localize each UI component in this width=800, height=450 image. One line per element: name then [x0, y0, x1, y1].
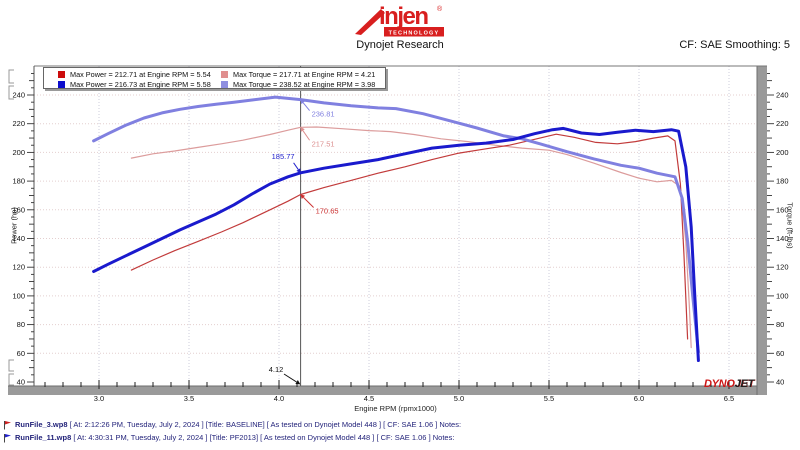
- rpm-axis-tick-label: 3.0: [94, 394, 104, 403]
- pf2013-power-curve: [92, 126, 700, 362]
- cursor-value-label: 217.51: [312, 139, 335, 148]
- power-axis-tick-label: 220: [12, 119, 25, 128]
- cursor-value-label: 185.77: [272, 152, 295, 161]
- power-axis-tick-label: 140: [12, 234, 25, 243]
- legend-label-baseline-torque: Max Torque = 217.71 at Engine RPM = 4.21: [233, 69, 376, 79]
- torque-axis-title: Torque (ft-lbs): [785, 202, 795, 249]
- cursor-value-label: 170.65: [316, 207, 339, 216]
- torque-axis-tick-label: 120: [776, 263, 789, 272]
- legend-swatch-pf2013-power: [58, 80, 65, 88]
- power-axis-tick-label: 240: [12, 91, 25, 100]
- power-axis-tick-label: 100: [12, 291, 25, 300]
- legend-label-baseline-power: Max Power = 212.71 at Engine RPM = 5.54: [70, 69, 211, 79]
- axis-ticks: 40 40 60 60 80 80 100 100 120 120 140 140 160 160 180 1…: [12, 73, 789, 403]
- power-axis-tick-label: 80: [17, 320, 25, 329]
- rpm-axis-tick-label: 4.5: [364, 394, 374, 403]
- run-info-list: RunFile_3.wp8 [ At: 2:12:26 PM, Tuesday,…: [3, 418, 797, 444]
- plot-frame: [8, 65, 767, 395]
- baseline-torque-curve: [130, 126, 692, 349]
- logo-sub-text: TECHNOLOGY: [389, 31, 440, 37]
- torque-axis-tick-label: 200: [776, 148, 789, 157]
- logo-swoosh-icon: [355, 9, 385, 35]
- rpm-axis-tick-label: 6.5: [724, 394, 734, 403]
- run-flag-icon: [4, 433, 11, 442]
- run-info-row: RunFile_3.wp8 [ At: 2:12:26 PM, Tuesday,…: [3, 418, 797, 431]
- rpm-axis-tick-label: 5.5: [544, 394, 554, 403]
- dynojet-watermark-jet: JET: [734, 378, 755, 390]
- torque-axis-tick-label: 240: [776, 91, 789, 100]
- power-axis-tick-label: 180: [12, 177, 25, 186]
- power-axis-tick-label: 40: [17, 378, 25, 387]
- pf2013-torque-curve: [92, 95, 700, 354]
- rpm-axis-tick-label: 5.0: [454, 394, 464, 403]
- torque-axis-tick-label: 100: [776, 291, 789, 300]
- legend-swatch-baseline-power: [58, 70, 65, 78]
- torque-axis-tick-label: 180: [776, 177, 789, 186]
- dynojet-watermark: DYNOJET: [704, 378, 754, 390]
- cursor: 4.12: [269, 66, 302, 386]
- legend-label-pf2013-torque: Max Torque = 238.52 at Engine RPM = 3.98: [233, 79, 376, 89]
- curves: [92, 95, 700, 362]
- cursor-value-annotations: 236.81 217.51 185.77 170.65: [272, 99, 339, 216]
- cursor-rpm-label: 4.12: [269, 365, 284, 374]
- logo-brand-text: injen: [379, 3, 428, 30]
- rpm-axis-title: Engine RPM (rpmx1000): [354, 404, 437, 413]
- torque-axis-tick-label: 40: [776, 378, 784, 387]
- legend: Max Power = 212.71 at Engine RPM = 5.54 …: [43, 67, 386, 89]
- rpm-axis-tick-label: 6.0: [634, 394, 644, 403]
- torque-axis-tick-label: 80: [776, 320, 784, 329]
- run-file-name: RunFile_3.wp8 [ At: 2:12:26 PM, Tuesday,…: [15, 420, 462, 429]
- torque-axis-tick-label: 60: [776, 349, 784, 358]
- baseline-power-curve: [130, 133, 689, 340]
- power-axis-tick-label: 60: [17, 349, 25, 358]
- injen-logo: injen ® TECHNOLOGY: [352, 2, 448, 38]
- injen-logo-icon: injen ® TECHNOLOGY: [355, 3, 444, 37]
- logo-registered-mark: ®: [437, 5, 443, 13]
- legend-swatch-pf2013-torque: [221, 80, 228, 88]
- smoothing-setting: CF: SAE Smoothing: 5: [679, 39, 790, 51]
- power-axis-tick-label: 200: [12, 148, 25, 157]
- torque-axis-tick-label: 160: [776, 205, 789, 214]
- cursor-value-label: 236.81: [312, 110, 335, 119]
- logo-sub-box: [384, 27, 444, 37]
- run-info-row: RunFile_11.wp8 [ At: 4:30:31 PM, Tuesday…: [3, 431, 797, 444]
- run-file-name: RunFile_11.wp8 [ At: 4:30:31 PM, Tuesday…: [15, 433, 455, 442]
- rpm-axis-tick-label: 4.0: [274, 394, 284, 403]
- dynojet-watermark-dyno: DYNO: [704, 378, 735, 390]
- power-axis-tick-label: 120: [12, 263, 25, 272]
- torque-axis-tick-label: 140: [776, 234, 789, 243]
- power-axis-title: Power (hp): [9, 207, 19, 244]
- run-flag-icon: [4, 420, 11, 429]
- legend-label-pf2013-power: Max Power = 216.73 at Engine RPM = 5.58: [70, 79, 211, 89]
- legend-swatch-baseline-torque: [221, 70, 228, 78]
- gridlines: [34, 66, 757, 386]
- run-details: [ At: 2:12:26 PM, Tuesday, July 2, 2024 …: [69, 420, 462, 429]
- page-title: Dynojet Research: [356, 39, 444, 51]
- torque-axis-tick-label: 220: [776, 119, 789, 128]
- run-details: [ At: 4:30:31 PM, Tuesday, July 2, 2024 …: [73, 433, 455, 442]
- rpm-axis-tick-label: 3.5: [184, 394, 194, 403]
- power-axis-tick-label: 160: [12, 205, 25, 214]
